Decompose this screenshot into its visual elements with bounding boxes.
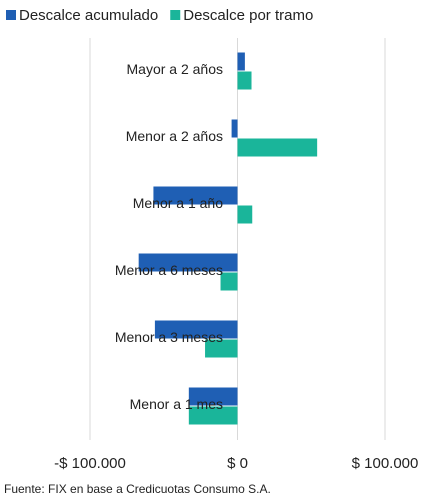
bar (188, 406, 238, 425)
bar (237, 52, 245, 71)
y-tick-label: Menor a 3 meses (115, 329, 223, 345)
bar (138, 253, 238, 272)
y-tick-label: Mayor a 2 años (127, 61, 224, 77)
y-tick-label: Menor a 1 mes (130, 396, 223, 412)
legend-swatch (170, 10, 181, 20)
legend-label: Descalce por tramo (183, 7, 313, 24)
bar (220, 272, 238, 291)
source-note: Fuente: FIX en base a Credicuotas Consum… (4, 482, 271, 496)
bar (231, 119, 238, 138)
bar (205, 339, 238, 358)
bar (153, 186, 238, 205)
x-tick-label: -$ 100.000 (54, 455, 126, 472)
bar (237, 71, 252, 90)
x-tick-label: $ 0 (227, 455, 248, 472)
y-tick-label: Menor a 6 meses (115, 262, 223, 278)
legend-label: Descalce acumulado (19, 7, 158, 24)
legend-swatch (6, 10, 16, 20)
bar (237, 205, 253, 224)
bar (154, 320, 238, 339)
bar (188, 387, 238, 406)
y-tick-label: Menor a 2 años (126, 128, 223, 144)
x-tick-label: $ 100.000 (352, 455, 419, 472)
y-tick-label: Menor a 1 año (133, 195, 223, 211)
bar (237, 138, 318, 157)
